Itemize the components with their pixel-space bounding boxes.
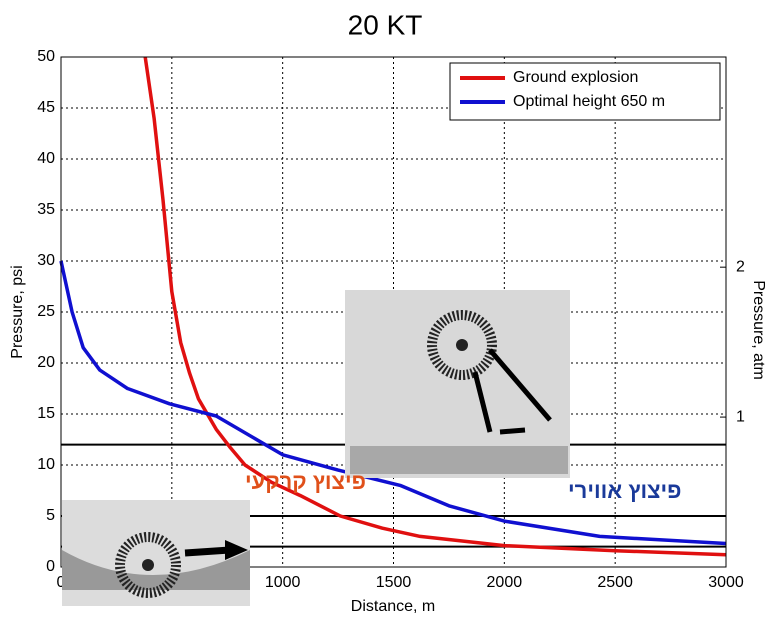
y-tick-label: 35 — [37, 201, 55, 218]
y-axis-label: Pressure, psi — [9, 265, 26, 358]
y2-tick-label: 2 — [736, 258, 745, 275]
y-tick-label: 10 — [37, 456, 55, 473]
y-tick-label: 30 — [37, 252, 55, 269]
annotation: פיצוץ אווירי — [568, 478, 681, 503]
annotation: פיצוץ קרקעי — [245, 469, 366, 494]
x-tick-label: 3000 — [708, 574, 744, 591]
y-tick-label: 25 — [37, 303, 55, 320]
legend: Ground explosion Optimal height 650 m — [450, 63, 720, 120]
y2-axis-label: Pressure, atm — [750, 280, 767, 380]
ground-burst-illustration — [62, 500, 250, 606]
legend-label: Optimal height 650 m — [513, 93, 665, 110]
y-tick-label: 45 — [37, 99, 55, 116]
x-axis-label: Distance, m — [351, 598, 435, 615]
y-tick-label: 5 — [46, 507, 55, 524]
chart-title: 20 KT — [348, 9, 423, 40]
y-tick-label: 0 — [46, 558, 55, 575]
y-tick-label: 40 — [37, 150, 55, 167]
x-tick-label: 2000 — [487, 574, 523, 591]
y-tick-label: 15 — [37, 405, 55, 422]
chart: 0500100015002000250030000510152025303540… — [0, 0, 769, 617]
x-tick-label: 1500 — [376, 574, 412, 591]
legend-label: Ground explosion — [513, 69, 638, 86]
y-tick-label: 20 — [37, 354, 55, 371]
x-tick-label: 1000 — [265, 574, 301, 591]
y2-tick-label: 1 — [736, 408, 745, 425]
y-tick-label: 50 — [37, 48, 55, 65]
air-burst-illustration — [345, 290, 570, 478]
x-tick-label: 2500 — [597, 574, 633, 591]
